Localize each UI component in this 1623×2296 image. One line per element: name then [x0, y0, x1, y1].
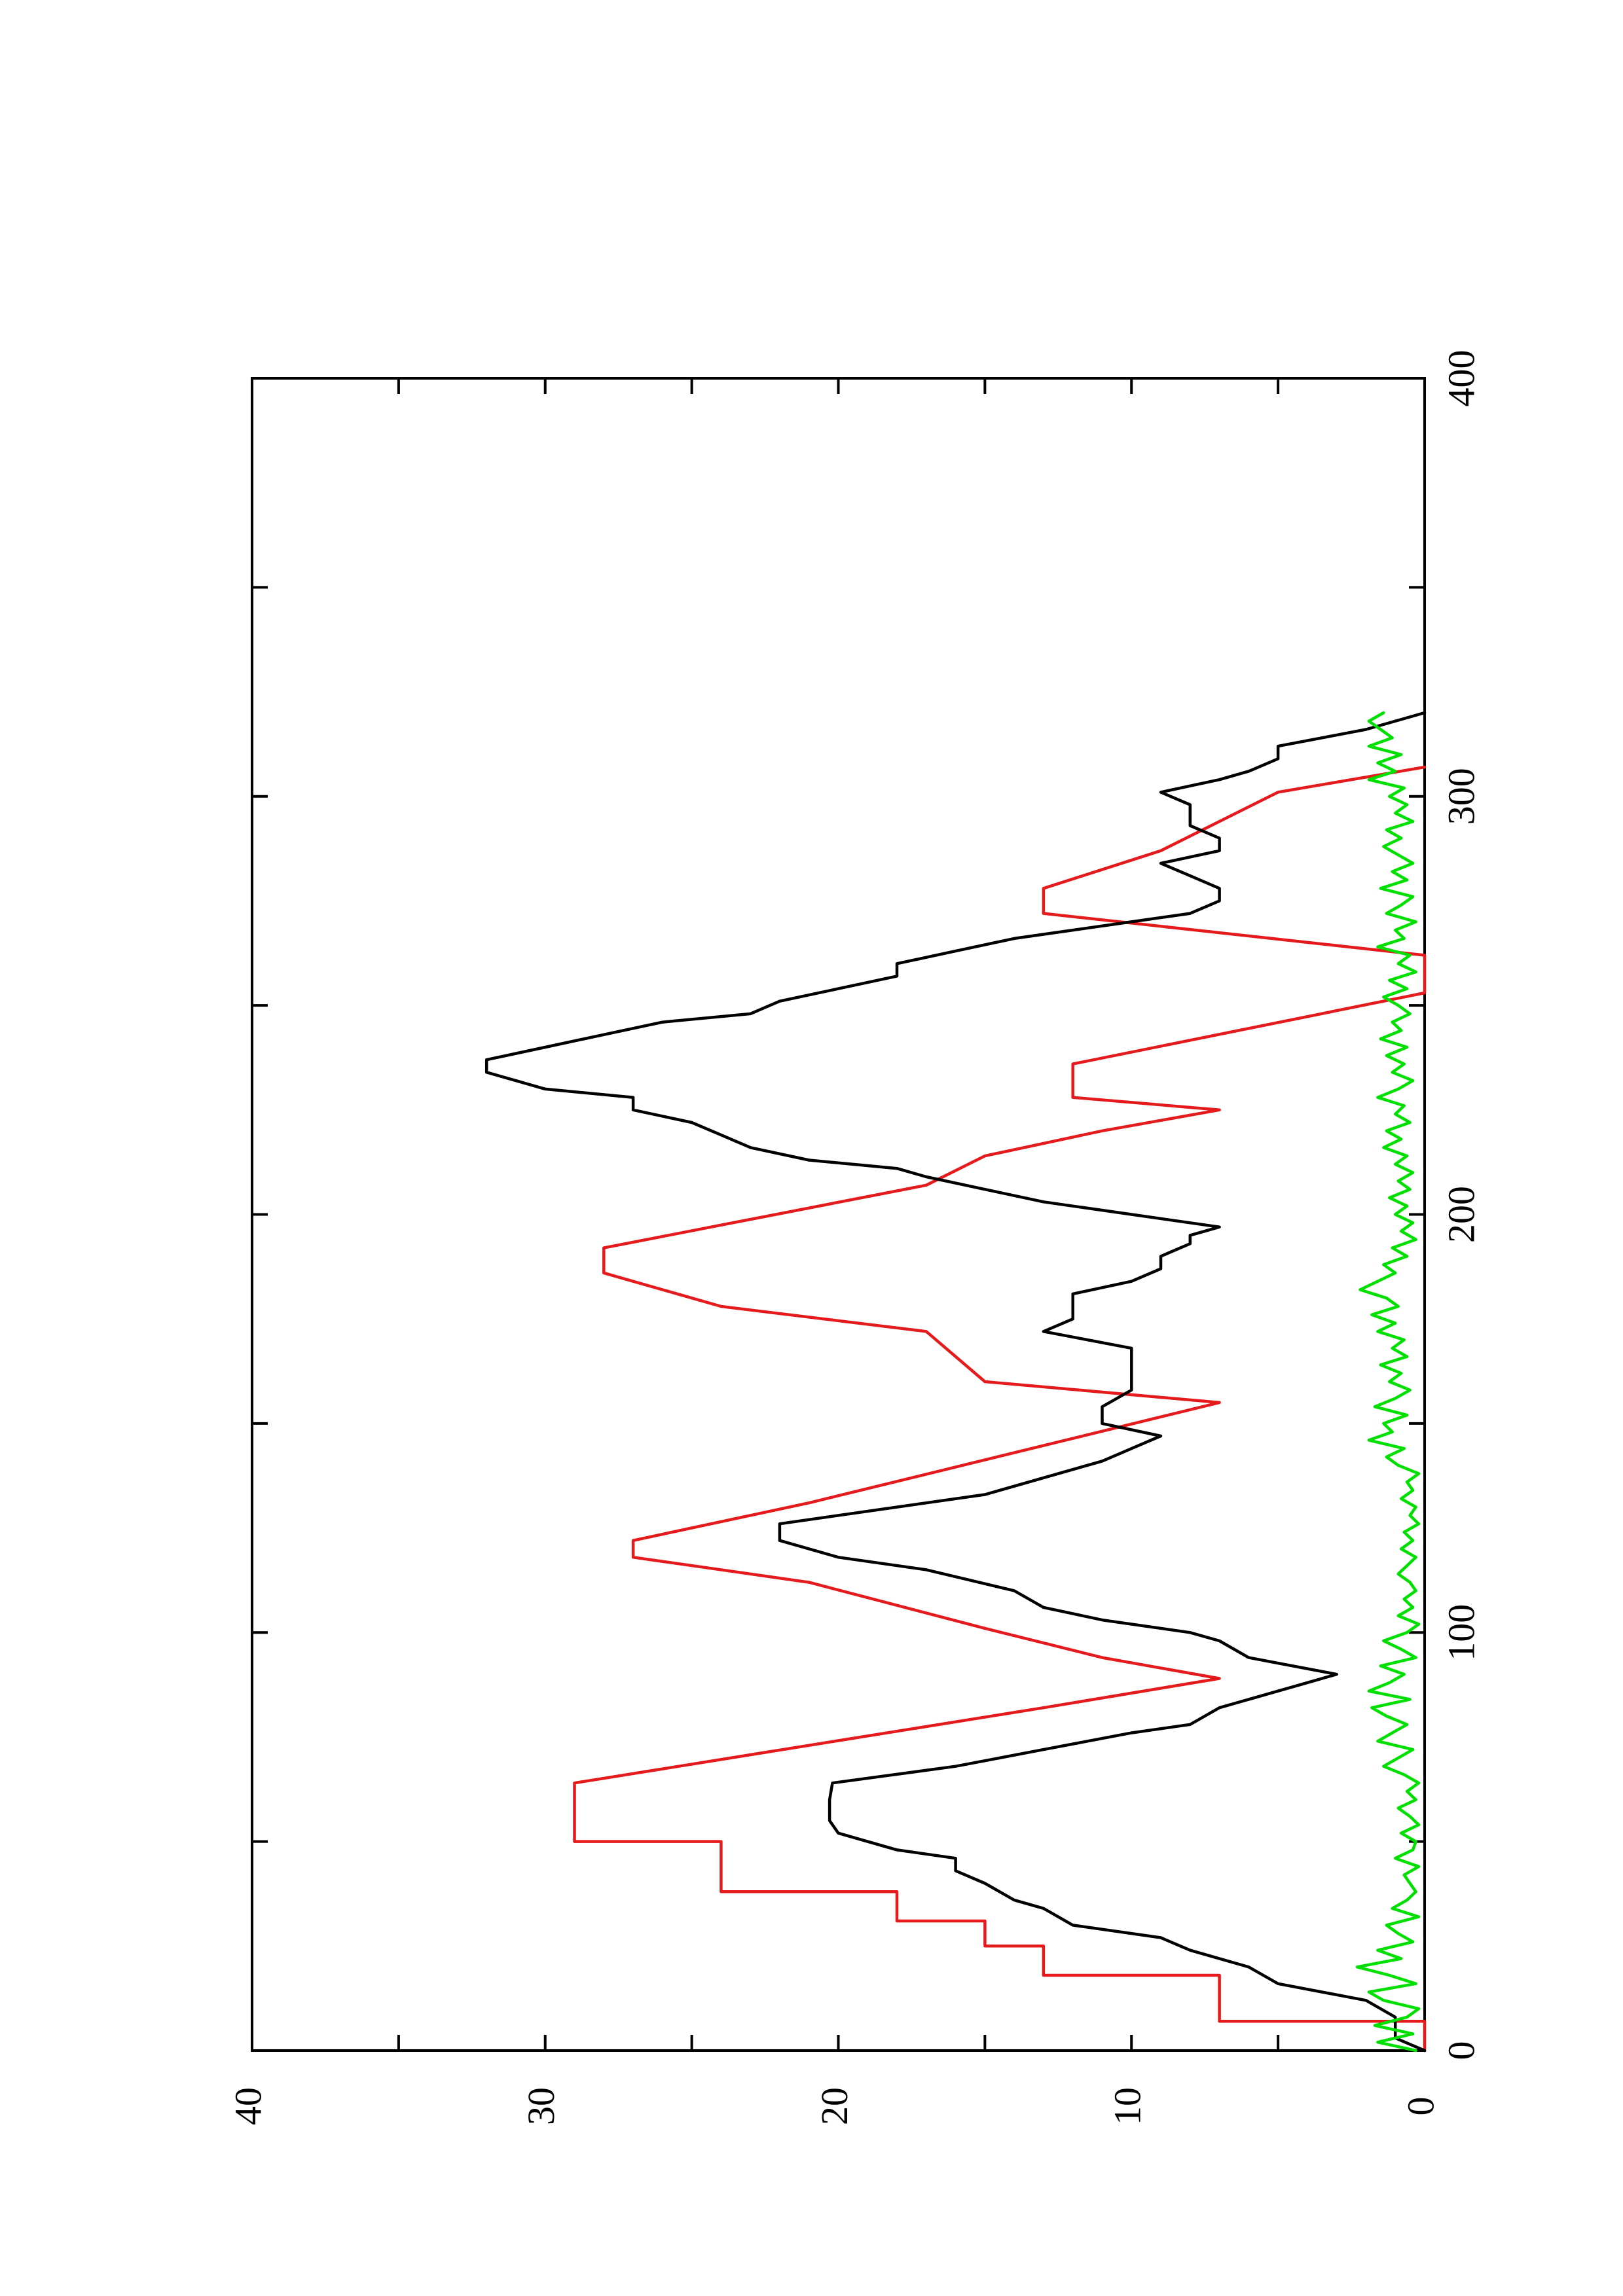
ticks-layer — [251, 377, 1426, 2052]
tick-labels-layer: 0 100 200 300 400 0 10 20 30 40 — [227, 350, 1482, 2126]
y-tick-label: 30 — [520, 2087, 562, 2125]
plot-frame — [251, 377, 1426, 2052]
x-tick-label: 0 — [1440, 2041, 1482, 2060]
series-line-3 — [1355, 711, 1421, 2053]
x-tick-label: 100 — [1440, 1604, 1482, 1661]
y-tick-label: 10 — [1106, 2087, 1149, 2125]
series-line-1 — [573, 765, 1427, 2053]
x-tick-label: 400 — [1440, 350, 1482, 407]
y-tick-label: 40 — [227, 2087, 269, 2125]
x-tick-label: 200 — [1440, 1186, 1482, 1243]
x-tick-label: 300 — [1440, 768, 1482, 825]
y-tick-label: 20 — [813, 2087, 856, 2125]
series-line-2 — [484, 711, 1427, 2053]
y-tick-label: 0 — [1399, 2097, 1442, 2116]
series-layer — [484, 711, 1427, 2053]
